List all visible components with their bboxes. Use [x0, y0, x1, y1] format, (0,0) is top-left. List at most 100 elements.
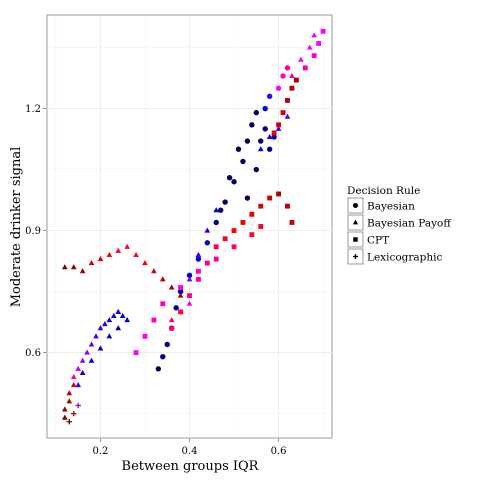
- point-square: [289, 220, 295, 225]
- major-gridlines: [47, 15, 332, 438]
- point-circle: [240, 158, 246, 165]
- legend-key-triangle: [352, 219, 359, 225]
- x-tick-label: 0.4: [182, 446, 198, 457]
- point-triangle: [133, 251, 139, 257]
- point-circle: [195, 256, 202, 262]
- point-circle: [222, 199, 228, 205]
- legend-key-square: [353, 237, 358, 242]
- point-circle: [235, 146, 242, 152]
- point-triangle: [168, 316, 175, 323]
- point-circle: [253, 109, 259, 116]
- point-square: [187, 293, 192, 299]
- point-circle: [262, 126, 268, 132]
- point-triangle: [106, 251, 113, 257]
- legend: Decision Rule Bayesian Bayesian Payoff CPT…: [347, 185, 452, 265]
- point-triangle: [213, 207, 220, 213]
- point-triangle: [311, 32, 318, 38]
- point-square: [133, 350, 139, 356]
- point-triangle: [289, 72, 295, 79]
- point-square: [311, 53, 317, 59]
- point-square: [258, 224, 264, 229]
- y-axis-ticks: 0.6 0.9 1.2: [25, 104, 47, 359]
- point-triangle: [119, 312, 126, 319]
- point-triangle: [102, 321, 108, 327]
- point-triangle: [124, 316, 130, 323]
- point-triangle: [79, 268, 86, 274]
- point-circle: [173, 305, 179, 311]
- point-circle: [266, 146, 273, 152]
- point-triangle: [186, 300, 193, 306]
- legend-key-circle: [353, 203, 358, 208]
- point-triangle: [84, 349, 90, 355]
- point-triangle: [115, 325, 122, 331]
- point-plus: [71, 410, 77, 417]
- point-square: [285, 203, 290, 209]
- point-triangle: [61, 406, 68, 412]
- point-triangle: [97, 255, 104, 262]
- point-circle: [284, 65, 291, 71]
- point-square: [213, 244, 219, 250]
- point-circle: [280, 73, 286, 79]
- point-square: [285, 97, 290, 103]
- point-triangle: [168, 284, 175, 290]
- point-circle: [204, 240, 211, 246]
- point-plus: [75, 402, 81, 409]
- point-circle: [186, 272, 193, 279]
- point-square: [249, 232, 255, 238]
- point-triangle: [88, 357, 95, 363]
- point-triangle: [106, 333, 113, 339]
- point-triangle: [159, 276, 166, 282]
- legend-title: Decision Rule: [347, 185, 420, 197]
- point-triangle: [257, 146, 264, 152]
- legend-key-plus: [353, 254, 358, 259]
- point-triangle: [142, 260, 148, 266]
- point-triangle: [204, 227, 211, 233]
- point-triangle: [70, 264, 77, 270]
- point-square: [316, 41, 322, 46]
- point-triangle: [97, 325, 104, 331]
- point-triangle: [75, 365, 82, 371]
- point-circle: [217, 207, 224, 213]
- point-circle: [266, 93, 273, 100]
- x-tick-label: 0.2: [92, 446, 108, 457]
- point-square: [293, 77, 299, 83]
- point-triangle: [88, 260, 95, 266]
- point-square: [178, 309, 184, 315]
- point-square: [231, 244, 237, 250]
- point-circle: [231, 179, 237, 185]
- legend-label: Bayesian Payoff: [367, 218, 452, 230]
- point-triangle: [70, 373, 77, 380]
- point-circle: [160, 353, 166, 360]
- legend-label: Lexicographic: [367, 252, 443, 264]
- point-circle: [271, 134, 277, 140]
- point-square: [142, 333, 148, 339]
- point-triangle: [75, 382, 82, 388]
- x-axis-ticks: 0.2 0.4 0.6: [92, 438, 287, 457]
- point-circle: [249, 122, 255, 128]
- point-triangle: [186, 276, 193, 282]
- point-triangle: [110, 312, 117, 319]
- point-square: [271, 130, 277, 136]
- point-circle: [253, 166, 259, 173]
- point-square: [213, 256, 219, 262]
- point-triangle: [297, 56, 304, 62]
- point-square: [231, 228, 237, 233]
- point-triangle: [79, 357, 86, 363]
- point-triangle: [93, 333, 99, 339]
- point-square: [276, 122, 281, 128]
- y-tick-label: 0.9: [25, 226, 41, 237]
- point-triangle: [124, 243, 130, 249]
- y-tick-label: 0.6: [25, 348, 41, 359]
- point-triangle: [177, 292, 184, 298]
- point-circle: [244, 138, 251, 144]
- point-square: [289, 85, 295, 91]
- point-square: [276, 191, 281, 197]
- point-square: [320, 28, 326, 34]
- point-triangle: [195, 251, 202, 257]
- point-circle: [226, 174, 233, 181]
- point-square: [258, 203, 264, 209]
- point-triangle: [115, 247, 122, 253]
- point-triangle: [115, 308, 122, 314]
- point-circle: [213, 219, 219, 226]
